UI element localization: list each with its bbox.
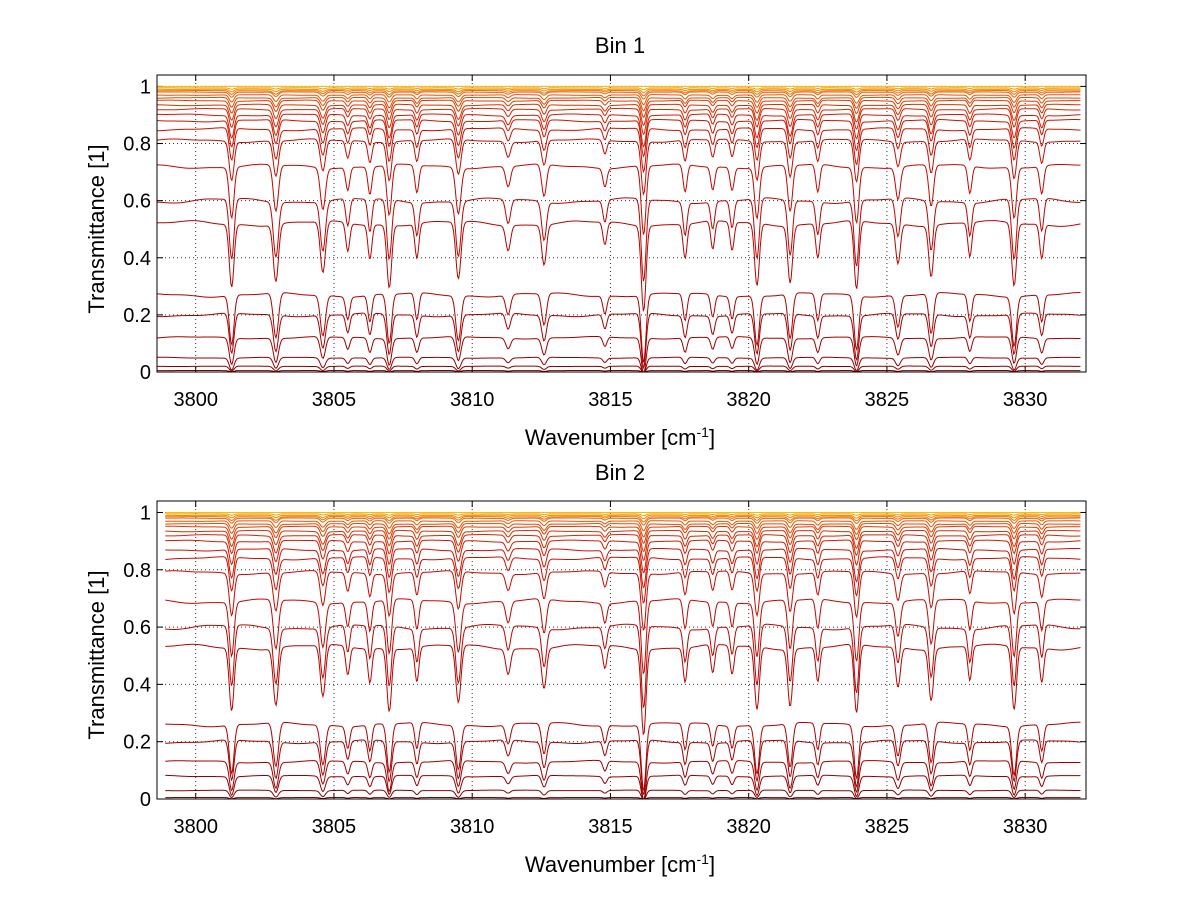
x-tick-label: 3810 bbox=[450, 389, 495, 411]
y-axis-label: Transmittance [1] bbox=[84, 570, 109, 739]
series-line bbox=[157, 113, 1081, 148]
series-line bbox=[165, 643, 1081, 736]
y-tick-label: 0.2 bbox=[123, 305, 151, 327]
y-tick-label: 0.8 bbox=[123, 134, 151, 156]
series-line bbox=[157, 87, 1081, 91]
series-line bbox=[165, 547, 1081, 589]
x-tick-label: 3820 bbox=[726, 389, 771, 411]
series-line bbox=[165, 623, 1081, 709]
series-line bbox=[165, 759, 1081, 799]
y-tick-label: 1 bbox=[140, 76, 151, 98]
x-tick-label: 3800 bbox=[173, 816, 218, 838]
y-tick-label: 0 bbox=[140, 789, 151, 811]
series-line bbox=[165, 513, 1081, 517]
series-line bbox=[165, 556, 1081, 604]
series-group bbox=[157, 85, 1081, 372]
series-line bbox=[157, 90, 1081, 97]
series-line bbox=[165, 739, 1081, 796]
x-axis-label: Wavenumber [cm-1] bbox=[525, 851, 715, 877]
series-line bbox=[165, 789, 1081, 799]
series-line bbox=[165, 534, 1081, 561]
y-tick-label: 1 bbox=[140, 502, 151, 524]
subplot-bin-1: Bin 1 3800 3805 3810 3815 3820 3825 3830 0 0.2 0.… bbox=[84, 33, 1087, 450]
y-tick-label: 0.4 bbox=[123, 248, 151, 270]
chart-title: Bin 1 bbox=[595, 33, 645, 58]
x-tick-label: 3830 bbox=[1003, 389, 1048, 411]
series-line bbox=[157, 91, 1081, 100]
x-tick-label: 3825 bbox=[865, 816, 910, 838]
x-tick-label: 3825 bbox=[865, 389, 910, 411]
series-line bbox=[157, 163, 1081, 235]
y-tick-label: 0.8 bbox=[123, 560, 151, 582]
series-line bbox=[157, 88, 1081, 94]
series-line bbox=[165, 539, 1081, 574]
x-tick-label: 3800 bbox=[173, 389, 218, 411]
x-tick-label: 3815 bbox=[588, 389, 633, 411]
x-tick-label: 3805 bbox=[312, 816, 357, 838]
series-line bbox=[157, 127, 1081, 174]
series-line bbox=[157, 335, 1081, 372]
y-axis-label: Transmittance [1] bbox=[84, 144, 109, 313]
y-tick-label: 0 bbox=[140, 362, 151, 384]
x-tick-label: 3830 bbox=[1003, 816, 1048, 838]
y-tick-label: 0.2 bbox=[123, 732, 151, 754]
y-tick-label: 0.4 bbox=[123, 674, 151, 696]
series-line bbox=[157, 107, 1081, 136]
series-line bbox=[165, 721, 1081, 792]
series-line bbox=[157, 138, 1081, 196]
series-line bbox=[165, 525, 1081, 544]
series-line bbox=[157, 370, 1081, 372]
chart-title: Bin 2 bbox=[595, 460, 645, 485]
series-line bbox=[165, 598, 1081, 675]
series-line bbox=[157, 197, 1081, 282]
series-group bbox=[165, 511, 1081, 799]
y-tick-label: 0.6 bbox=[123, 617, 151, 639]
series-line bbox=[157, 312, 1081, 370]
series-line bbox=[157, 292, 1081, 363]
axes-frame bbox=[156, 500, 1087, 800]
series-line bbox=[157, 118, 1081, 158]
series-line bbox=[165, 570, 1081, 632]
series-line bbox=[165, 797, 1081, 799]
series-line bbox=[165, 522, 1081, 538]
x-tick-label: 3820 bbox=[726, 816, 771, 838]
series-line bbox=[157, 356, 1081, 372]
axes-frame bbox=[156, 74, 1087, 373]
series-line bbox=[157, 96, 1081, 112]
series-line bbox=[165, 774, 1081, 799]
x-tick-label: 3810 bbox=[450, 816, 495, 838]
subplot-bin-2: Bin 2 3800 3805 3810 3815 3820 3825 3830 0 0.2 0.… bbox=[84, 460, 1087, 877]
plot-background bbox=[157, 501, 1086, 799]
series-line bbox=[165, 520, 1081, 532]
x-tick-label: 3805 bbox=[312, 389, 357, 411]
series-line bbox=[157, 220, 1081, 312]
series-line bbox=[165, 516, 1081, 523]
series-line bbox=[165, 529, 1081, 552]
x-axis-label: Wavenumber [cm-1] bbox=[525, 424, 715, 450]
x-tick-label: 3815 bbox=[588, 816, 633, 838]
series-line bbox=[157, 99, 1081, 118]
y-tick-label: 0.6 bbox=[123, 191, 151, 213]
plot-area: 3800 3805 3810 3815 3820 3825 3830 0 0.2 0.4 0.6 0.… bbox=[123, 74, 1087, 411]
plot-area: 3800 3805 3810 3815 3820 3825 3830 0 0.2 0.4 0.6 0.… bbox=[123, 500, 1087, 838]
series-line bbox=[157, 94, 1081, 106]
series-line bbox=[165, 514, 1081, 520]
series-line bbox=[157, 103, 1081, 127]
series-line bbox=[157, 365, 1081, 372]
series-line bbox=[165, 517, 1081, 526]
